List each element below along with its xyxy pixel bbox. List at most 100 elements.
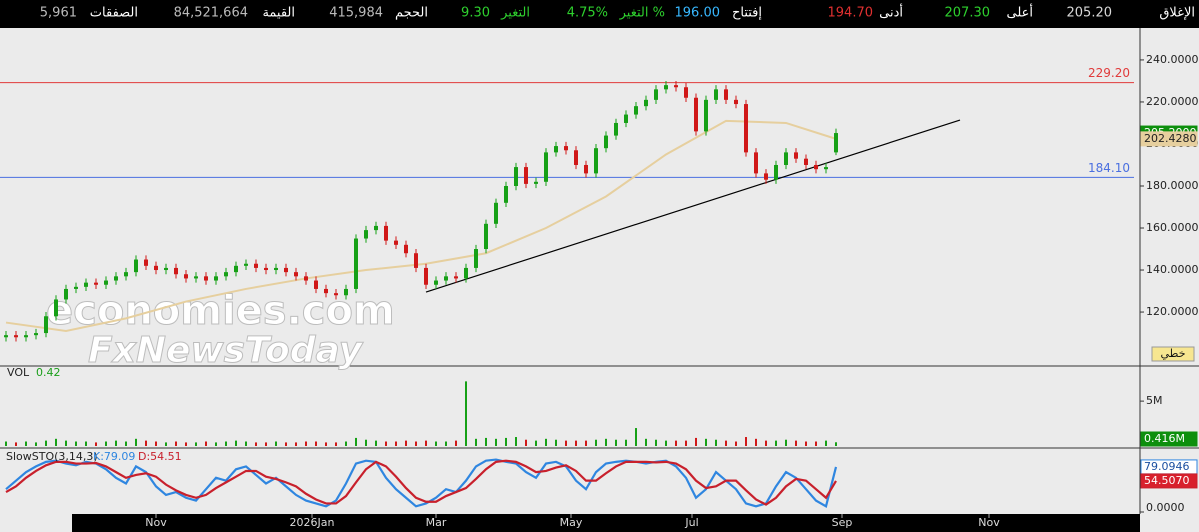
x-axis-bar bbox=[72, 514, 1140, 532]
header-label: التغير % bbox=[619, 6, 665, 21]
header-label: التغير bbox=[500, 6, 530, 21]
header-value: 4.75% bbox=[567, 6, 608, 21]
candle-body bbox=[244, 263, 248, 266]
volume-bar bbox=[325, 442, 327, 446]
candle-body bbox=[134, 259, 138, 273]
volume-bar bbox=[185, 442, 187, 446]
candle-body bbox=[324, 288, 328, 294]
volume-bar bbox=[435, 441, 437, 446]
volume-bar bbox=[535, 440, 537, 446]
candle-body bbox=[164, 267, 168, 271]
volume-bar bbox=[805, 441, 807, 446]
volume-bar bbox=[745, 437, 747, 446]
volume-bar bbox=[495, 438, 497, 446]
volume-box bbox=[1140, 431, 1198, 447]
x-tick-label: Nov bbox=[145, 516, 167, 529]
candle-body bbox=[704, 99, 708, 132]
volume-bar bbox=[345, 441, 347, 446]
candle-body bbox=[294, 272, 298, 277]
volume-bar bbox=[245, 441, 247, 446]
legend-entry: K:79.09 bbox=[93, 450, 135, 463]
candle-body bbox=[564, 146, 568, 151]
candle-body bbox=[414, 253, 418, 268]
header-value: 194.70 bbox=[828, 6, 874, 21]
chart-type-button[interactable] bbox=[1151, 346, 1195, 362]
volume-bar bbox=[395, 441, 397, 446]
candle-body bbox=[304, 276, 308, 281]
candle-body bbox=[174, 267, 178, 275]
volume-bar bbox=[135, 438, 137, 446]
volume-bar bbox=[215, 442, 217, 446]
candle-body bbox=[384, 225, 388, 241]
volume-bar bbox=[795, 440, 797, 446]
volume-bar bbox=[445, 441, 447, 446]
volume-bar bbox=[175, 441, 177, 446]
volume-bar bbox=[65, 440, 67, 446]
volume-bar bbox=[415, 441, 417, 446]
candle-body bbox=[224, 272, 228, 277]
stochastic-1-label: 54.5070 bbox=[1144, 474, 1190, 487]
volume-bar bbox=[105, 441, 107, 446]
stochastic-line bbox=[5, 459, 837, 506]
header-label: الحجم bbox=[395, 6, 428, 21]
volume-bar bbox=[765, 440, 767, 446]
volume-bar bbox=[625, 439, 627, 446]
header-label: أدنى bbox=[879, 4, 903, 21]
candle-body bbox=[434, 280, 438, 285]
candle-body bbox=[314, 280, 318, 289]
y-tick-label: 240.0000 bbox=[1146, 53, 1199, 66]
candle-body bbox=[824, 167, 828, 170]
ma-box bbox=[1140, 131, 1198, 147]
header-value: 415,984 bbox=[329, 6, 383, 21]
chart-type-label[interactable]: خطي bbox=[1161, 347, 1186, 360]
stochastic-line bbox=[5, 458, 838, 508]
volume-bar bbox=[615, 439, 617, 446]
candle-body bbox=[374, 225, 378, 231]
candle-body bbox=[104, 280, 108, 285]
candle-body bbox=[464, 267, 468, 279]
y-tick-label: 5M bbox=[1146, 394, 1163, 407]
header-value: 84,521,664 bbox=[174, 6, 248, 21]
candle-body bbox=[184, 274, 188, 279]
volume-bar bbox=[305, 441, 307, 446]
volume-bar bbox=[585, 440, 587, 446]
candle-body bbox=[784, 152, 788, 165]
candle-body bbox=[814, 164, 818, 170]
candle-body bbox=[364, 230, 368, 239]
candle-body bbox=[424, 267, 428, 285]
candle-body bbox=[774, 164, 778, 180]
volume-bar bbox=[635, 428, 637, 446]
volume-bar bbox=[335, 442, 337, 446]
header-value: 205.20 bbox=[1067, 6, 1113, 21]
candle-body bbox=[84, 282, 88, 287]
candle-body bbox=[474, 249, 478, 268]
candle-body bbox=[724, 89, 728, 100]
volume-bar bbox=[775, 440, 777, 446]
volume-bar bbox=[55, 438, 57, 446]
volume-bar bbox=[235, 440, 237, 446]
candle-body bbox=[674, 85, 678, 88]
volume-bar bbox=[515, 437, 517, 446]
candle-body bbox=[354, 238, 358, 289]
candle-body bbox=[344, 288, 348, 296]
candle-body bbox=[544, 152, 548, 182]
y-tick-label: 160.0000 bbox=[1146, 221, 1199, 234]
header-label: أعلى bbox=[1006, 4, 1033, 21]
candle-body bbox=[44, 316, 48, 334]
volume-bar bbox=[285, 442, 287, 446]
candle-body bbox=[524, 167, 528, 184]
volume-bar bbox=[295, 442, 297, 446]
volume-bar bbox=[715, 439, 717, 446]
header-label: القيمة bbox=[262, 6, 295, 21]
volume-bar bbox=[465, 381, 467, 446]
volume-bar bbox=[815, 441, 817, 446]
candle-body bbox=[594, 148, 598, 174]
volume-bar bbox=[5, 441, 7, 446]
stochastic-0-label: 79.0946 bbox=[1144, 460, 1190, 473]
x-tick-label: Sep bbox=[832, 516, 853, 529]
candle-body bbox=[234, 265, 238, 273]
trendline bbox=[425, 119, 961, 293]
candle-body bbox=[24, 335, 28, 338]
volume-bar bbox=[125, 441, 127, 446]
volume-bar bbox=[165, 442, 167, 446]
